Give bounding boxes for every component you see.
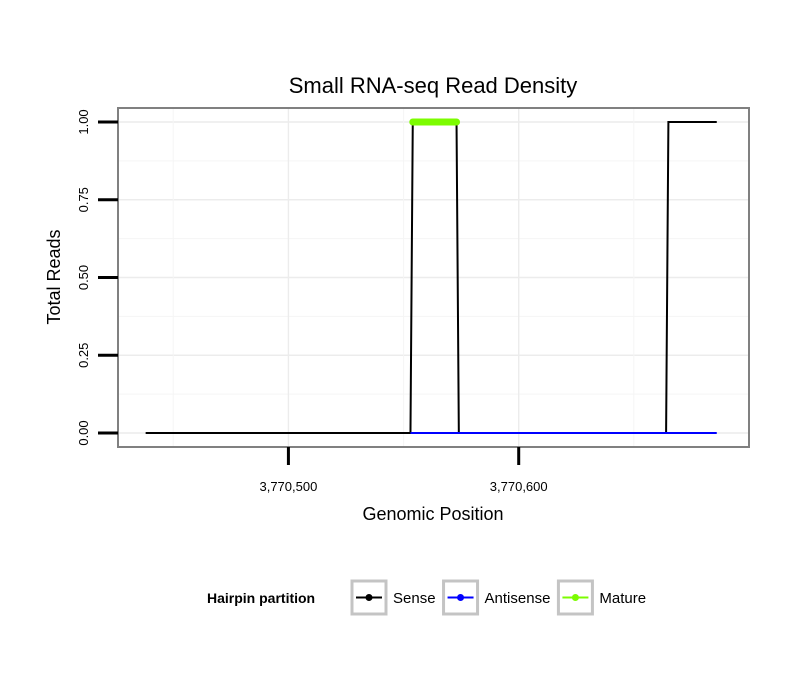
legend-key-point xyxy=(457,594,465,601)
x-tick-label: 3,770,500 xyxy=(259,479,317,494)
x-axis-title: Genomic Position xyxy=(362,504,503,524)
legend-label: Antisense xyxy=(485,590,551,607)
legend-item-mature: Mature xyxy=(556,579,646,616)
y-tick-label: 1.00 xyxy=(76,109,91,134)
chart-title: Small RNA-seq Read Density xyxy=(289,73,578,98)
legend: Hairpin partition Sense Antisense Mature xyxy=(207,579,646,616)
legend-key-point xyxy=(571,594,579,601)
legend-title: Hairpin partition xyxy=(207,590,315,606)
y-tick-label: 0.00 xyxy=(76,420,91,445)
y-axis-title: Total Reads xyxy=(44,229,64,324)
series-layer xyxy=(145,118,717,435)
legend-item-sense: Sense xyxy=(350,579,436,616)
x-axis: 3,770,500 3,770,600 xyxy=(259,447,548,494)
grid-lines xyxy=(118,108,749,447)
legend-label: Mature xyxy=(599,590,646,607)
x-tick-label: 3,770,600 xyxy=(490,479,548,494)
y-tick-label: 0.75 xyxy=(76,187,91,212)
legend-label: Sense xyxy=(393,590,436,607)
series-line-sense xyxy=(145,120,717,435)
y-axis: 0.00 0.25 0.50 0.75 1.00 xyxy=(76,109,118,446)
y-tick-label: 0.50 xyxy=(76,265,91,290)
legend-key-point xyxy=(365,594,373,601)
y-tick-label: 0.25 xyxy=(76,343,91,368)
legend-item-antisense: Antisense xyxy=(442,579,551,616)
